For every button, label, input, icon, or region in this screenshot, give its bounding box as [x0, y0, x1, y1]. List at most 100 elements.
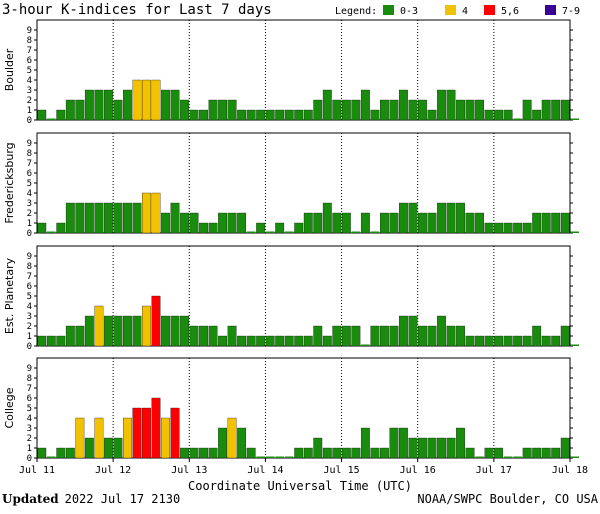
kindex-bar [551, 335, 561, 347]
kindex-bar [437, 89, 446, 121]
y-tick-label: 2 [27, 434, 32, 444]
kindex-bar [408, 99, 418, 121]
legend-item-label: 5,6 [501, 6, 519, 17]
kindex-bar [75, 202, 85, 234]
y-tick-label: 4 [27, 76, 32, 86]
kindex-bar [351, 231, 361, 233]
kindex-bar [494, 222, 504, 234]
kindex-bar [275, 456, 284, 458]
kindex-bar [275, 222, 285, 234]
kindex-bar [180, 315, 189, 347]
kindex-bar [379, 212, 389, 234]
x-tick-label: Jul 11 [19, 465, 55, 476]
y-tick-label: 4 [27, 189, 32, 199]
kindex-bar [484, 335, 494, 347]
legend-item-label: 0-3 [400, 6, 418, 17]
y-tick-label: 5 [27, 404, 32, 414]
kindex-bar [456, 99, 465, 121]
kindex-bar [513, 335, 523, 347]
kindex-bar [84, 89, 94, 121]
kindex-bar [161, 315, 170, 347]
kindex-bar [361, 344, 370, 346]
kindex-bar [399, 89, 408, 121]
kindex-bar [256, 456, 265, 458]
kindex-bar [427, 325, 437, 347]
kindex-bar [360, 89, 370, 121]
panels: 0123456789Boulder0123456789Fredericksbur… [3, 19, 580, 464]
kindex-bar [322, 89, 332, 121]
kindex-bar [56, 109, 66, 121]
kindex-bar [123, 202, 132, 234]
y-tick-label: 4 [27, 414, 32, 424]
kindex-bar [560, 437, 570, 459]
kindex-bar [37, 109, 47, 121]
kindex-bar [541, 335, 551, 347]
kindex-bar [475, 99, 484, 121]
kindex-bar [437, 202, 446, 234]
kindex-bar [94, 202, 104, 234]
kindex-bar [494, 335, 504, 347]
kindex-bar [227, 325, 237, 347]
x-tick-label: Jul 15 [324, 465, 360, 476]
kindex-bar [379, 447, 389, 459]
kindex-bar [284, 231, 294, 233]
y-tick-label: 9 [27, 252, 32, 262]
legend-swatch [484, 5, 495, 15]
panel-label: College [3, 387, 16, 428]
kindex-bar [103, 202, 113, 234]
legend-swatch [383, 5, 394, 15]
kindex-bar [75, 417, 85, 459]
kindex-bar [275, 335, 285, 347]
kindex-bar [132, 315, 142, 347]
kindex-bar [418, 212, 427, 234]
y-tick-label: 2 [27, 96, 32, 106]
kindex-bar [113, 437, 123, 459]
kindex-bar [47, 231, 56, 233]
legend: Legend: 0-3 4 5,6 7-9 [335, 5, 580, 17]
y-tick-label: 7 [27, 272, 32, 282]
kindex-bar [522, 447, 532, 459]
kindex-bar [294, 335, 304, 347]
kindex-bar [560, 325, 570, 347]
kindex-bar [208, 447, 218, 459]
kindex-bar [256, 222, 266, 234]
x-tick-label: Jul 17 [476, 465, 512, 476]
kindex-bar [208, 325, 218, 347]
kindex-bar [399, 202, 408, 234]
panel-label: Boulder [3, 48, 16, 91]
kindex-bar [475, 456, 484, 458]
kindex-bar [132, 202, 142, 234]
kindex-bar [427, 437, 437, 459]
kindex-bar [313, 325, 323, 347]
kindex-bar [313, 99, 323, 121]
kindex-bar [151, 192, 161, 234]
kindex-bar [265, 456, 275, 458]
y-tick-label: 9 [27, 364, 32, 374]
kindex-bar [484, 109, 494, 121]
y-tick-label: 5 [27, 179, 32, 189]
kindex-bar [123, 89, 132, 121]
panel-label: Fredericksburg [3, 142, 16, 223]
kindex-bar [389, 325, 399, 347]
y-tick-label: 0 [27, 229, 32, 239]
kindex-bar [199, 447, 208, 459]
kindex-bar [551, 212, 561, 234]
y-tick-label: 2 [27, 209, 32, 219]
kindex-bar [237, 212, 247, 234]
kindex-bar [84, 315, 94, 347]
kindex-bar [322, 335, 332, 347]
kindex-bar [142, 407, 151, 459]
kindex-bar [465, 335, 475, 347]
kindex-bar [446, 437, 456, 459]
kindex-bar [265, 335, 275, 347]
kindex-bar [142, 79, 151, 121]
y-tick-label: 0 [27, 342, 32, 352]
kindex-bar [275, 109, 285, 121]
kindex-bar [427, 109, 437, 121]
kindex-bar [218, 212, 228, 234]
kindex-bar [65, 202, 75, 234]
kindex-bar [237, 109, 247, 121]
kindex-bar [65, 447, 75, 459]
